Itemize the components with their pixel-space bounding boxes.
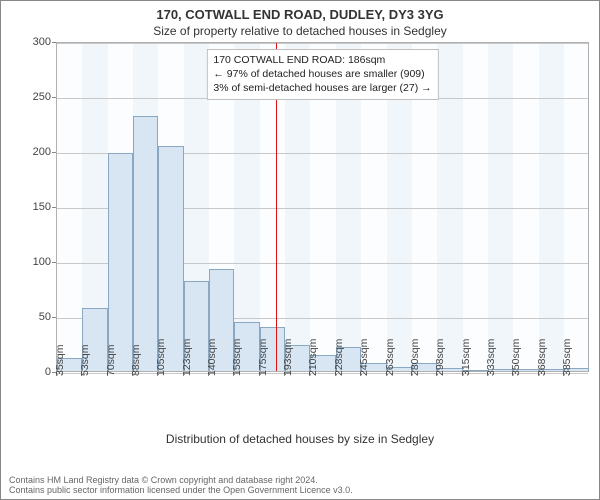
y-tick-label: 0 [45, 366, 51, 378]
plot-area-wrap: Number of detached properties 170 COTWAL… [56, 42, 589, 372]
annotation-line3: 3% of semi-detached houses are larger (2… [213, 81, 431, 95]
y-tick-label: 200 [33, 146, 51, 158]
plot-area: 170 COTWALL END ROAD: 186sqm ← 97% of de… [56, 42, 589, 372]
y-tick-mark [52, 97, 56, 98]
annotation-line2: ← 97% of detached houses are smaller (90… [213, 67, 431, 81]
y-tick-mark [52, 317, 56, 318]
x-axis-label: Distribution of detached houses by size … [1, 432, 599, 446]
histogram-bar [158, 146, 183, 372]
y-tick-label: 300 [33, 36, 51, 48]
footer-line1: Contains HM Land Registry data © Crown c… [9, 475, 318, 485]
footer-line2: Contains public sector information licen… [9, 485, 591, 495]
y-tick-label: 100 [33, 256, 51, 268]
grid-line [57, 43, 588, 44]
annotation-box: 170 COTWALL END ROAD: 186sqm ← 97% of de… [206, 49, 438, 100]
y-tick-mark [52, 262, 56, 263]
figure-subtitle: Size of property relative to detached ho… [1, 22, 599, 42]
histogram-bar [108, 153, 133, 371]
y-tick-mark [52, 207, 56, 208]
y-tick-label: 150 [33, 201, 51, 213]
y-tick-label: 50 [39, 311, 51, 323]
plot-bgband [488, 43, 513, 371]
chart-container: 170, COTWALL END ROAD, DUDLEY, DY3 3YG S… [0, 0, 600, 500]
figure-title: 170, COTWALL END ROAD, DUDLEY, DY3 3YG [1, 1, 599, 22]
figure-footer: Contains HM Land Registry data © Crown c… [9, 475, 591, 495]
plot-bgband [437, 43, 462, 371]
y-tick-mark [52, 152, 56, 153]
y-tick-mark [52, 42, 56, 43]
plot-bgband [539, 43, 564, 371]
annotation-line1: 170 COTWALL END ROAD: 186sqm [213, 53, 431, 67]
x-tick-area: 35sqm53sqm70sqm88sqm105sqm123sqm140sqm15… [56, 372, 589, 432]
histogram-bar [133, 116, 158, 371]
y-tick-label: 250 [33, 91, 51, 103]
